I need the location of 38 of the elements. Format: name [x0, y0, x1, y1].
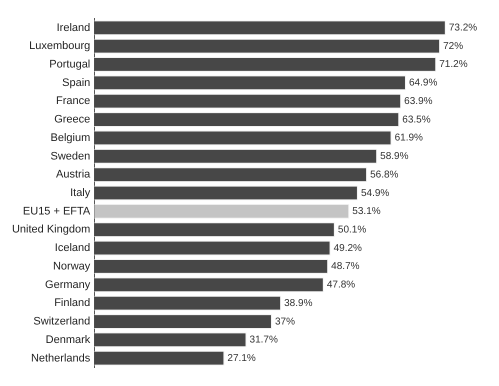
y-tick-label: Denmark — [46, 334, 91, 346]
y-tick-label: Italy — [70, 187, 91, 200]
data-label: 47.8% — [326, 280, 356, 291]
y-tick-label: Sweden — [50, 150, 90, 162]
data-label: 27.1% — [227, 352, 256, 364]
y-tick-label: Netherlands — [30, 352, 91, 364]
data-label: 37% — [274, 316, 296, 328]
y-tick-label: Luxembourg — [29, 40, 90, 52]
data-label: 31.7% — [250, 334, 278, 346]
data-label: 72% — [443, 40, 464, 52]
data-label: 71.2% — [439, 59, 468, 70]
data-label: 61.9% — [394, 132, 424, 144]
y-tick-label: United Kingdom — [12, 224, 90, 236]
y-tick-label: Switzerland — [33, 316, 90, 328]
y-tick-label: Belgium — [50, 132, 90, 144]
data-label: 38.9% — [284, 298, 313, 309]
y-tick-label: Portugal — [49, 58, 90, 71]
data-label: 53.1% — [352, 206, 381, 218]
data-label: 49.2% — [334, 242, 362, 254]
data-label: 48.7% — [331, 261, 360, 272]
data-label: 63.9% — [404, 96, 433, 107]
y-tick-label: Austria — [56, 168, 92, 181]
data-label: 54.9% — [360, 188, 390, 199]
y-tick-label: Greece — [54, 114, 90, 126]
data-label: 63.5% — [402, 114, 431, 126]
data-label: 58.9% — [380, 151, 409, 162]
y-tick-label: Finland — [54, 297, 90, 310]
y-tick-label: EU15 + EFTA — [22, 205, 91, 218]
data-label: 73.2% — [448, 22, 478, 34]
y-tick-label: Spain — [62, 76, 90, 89]
y-tick-label: France — [56, 95, 90, 108]
y-tick-label: Ireland — [56, 22, 90, 34]
data-label: 50.1% — [338, 224, 366, 236]
y-tick-label: Germany — [45, 278, 91, 291]
y-tick-label: Iceland — [54, 242, 90, 254]
y-tick-label: Norway — [52, 260, 91, 272]
data-label: 64.9% — [408, 78, 438, 89]
data-label: 56.8% — [370, 169, 399, 180]
